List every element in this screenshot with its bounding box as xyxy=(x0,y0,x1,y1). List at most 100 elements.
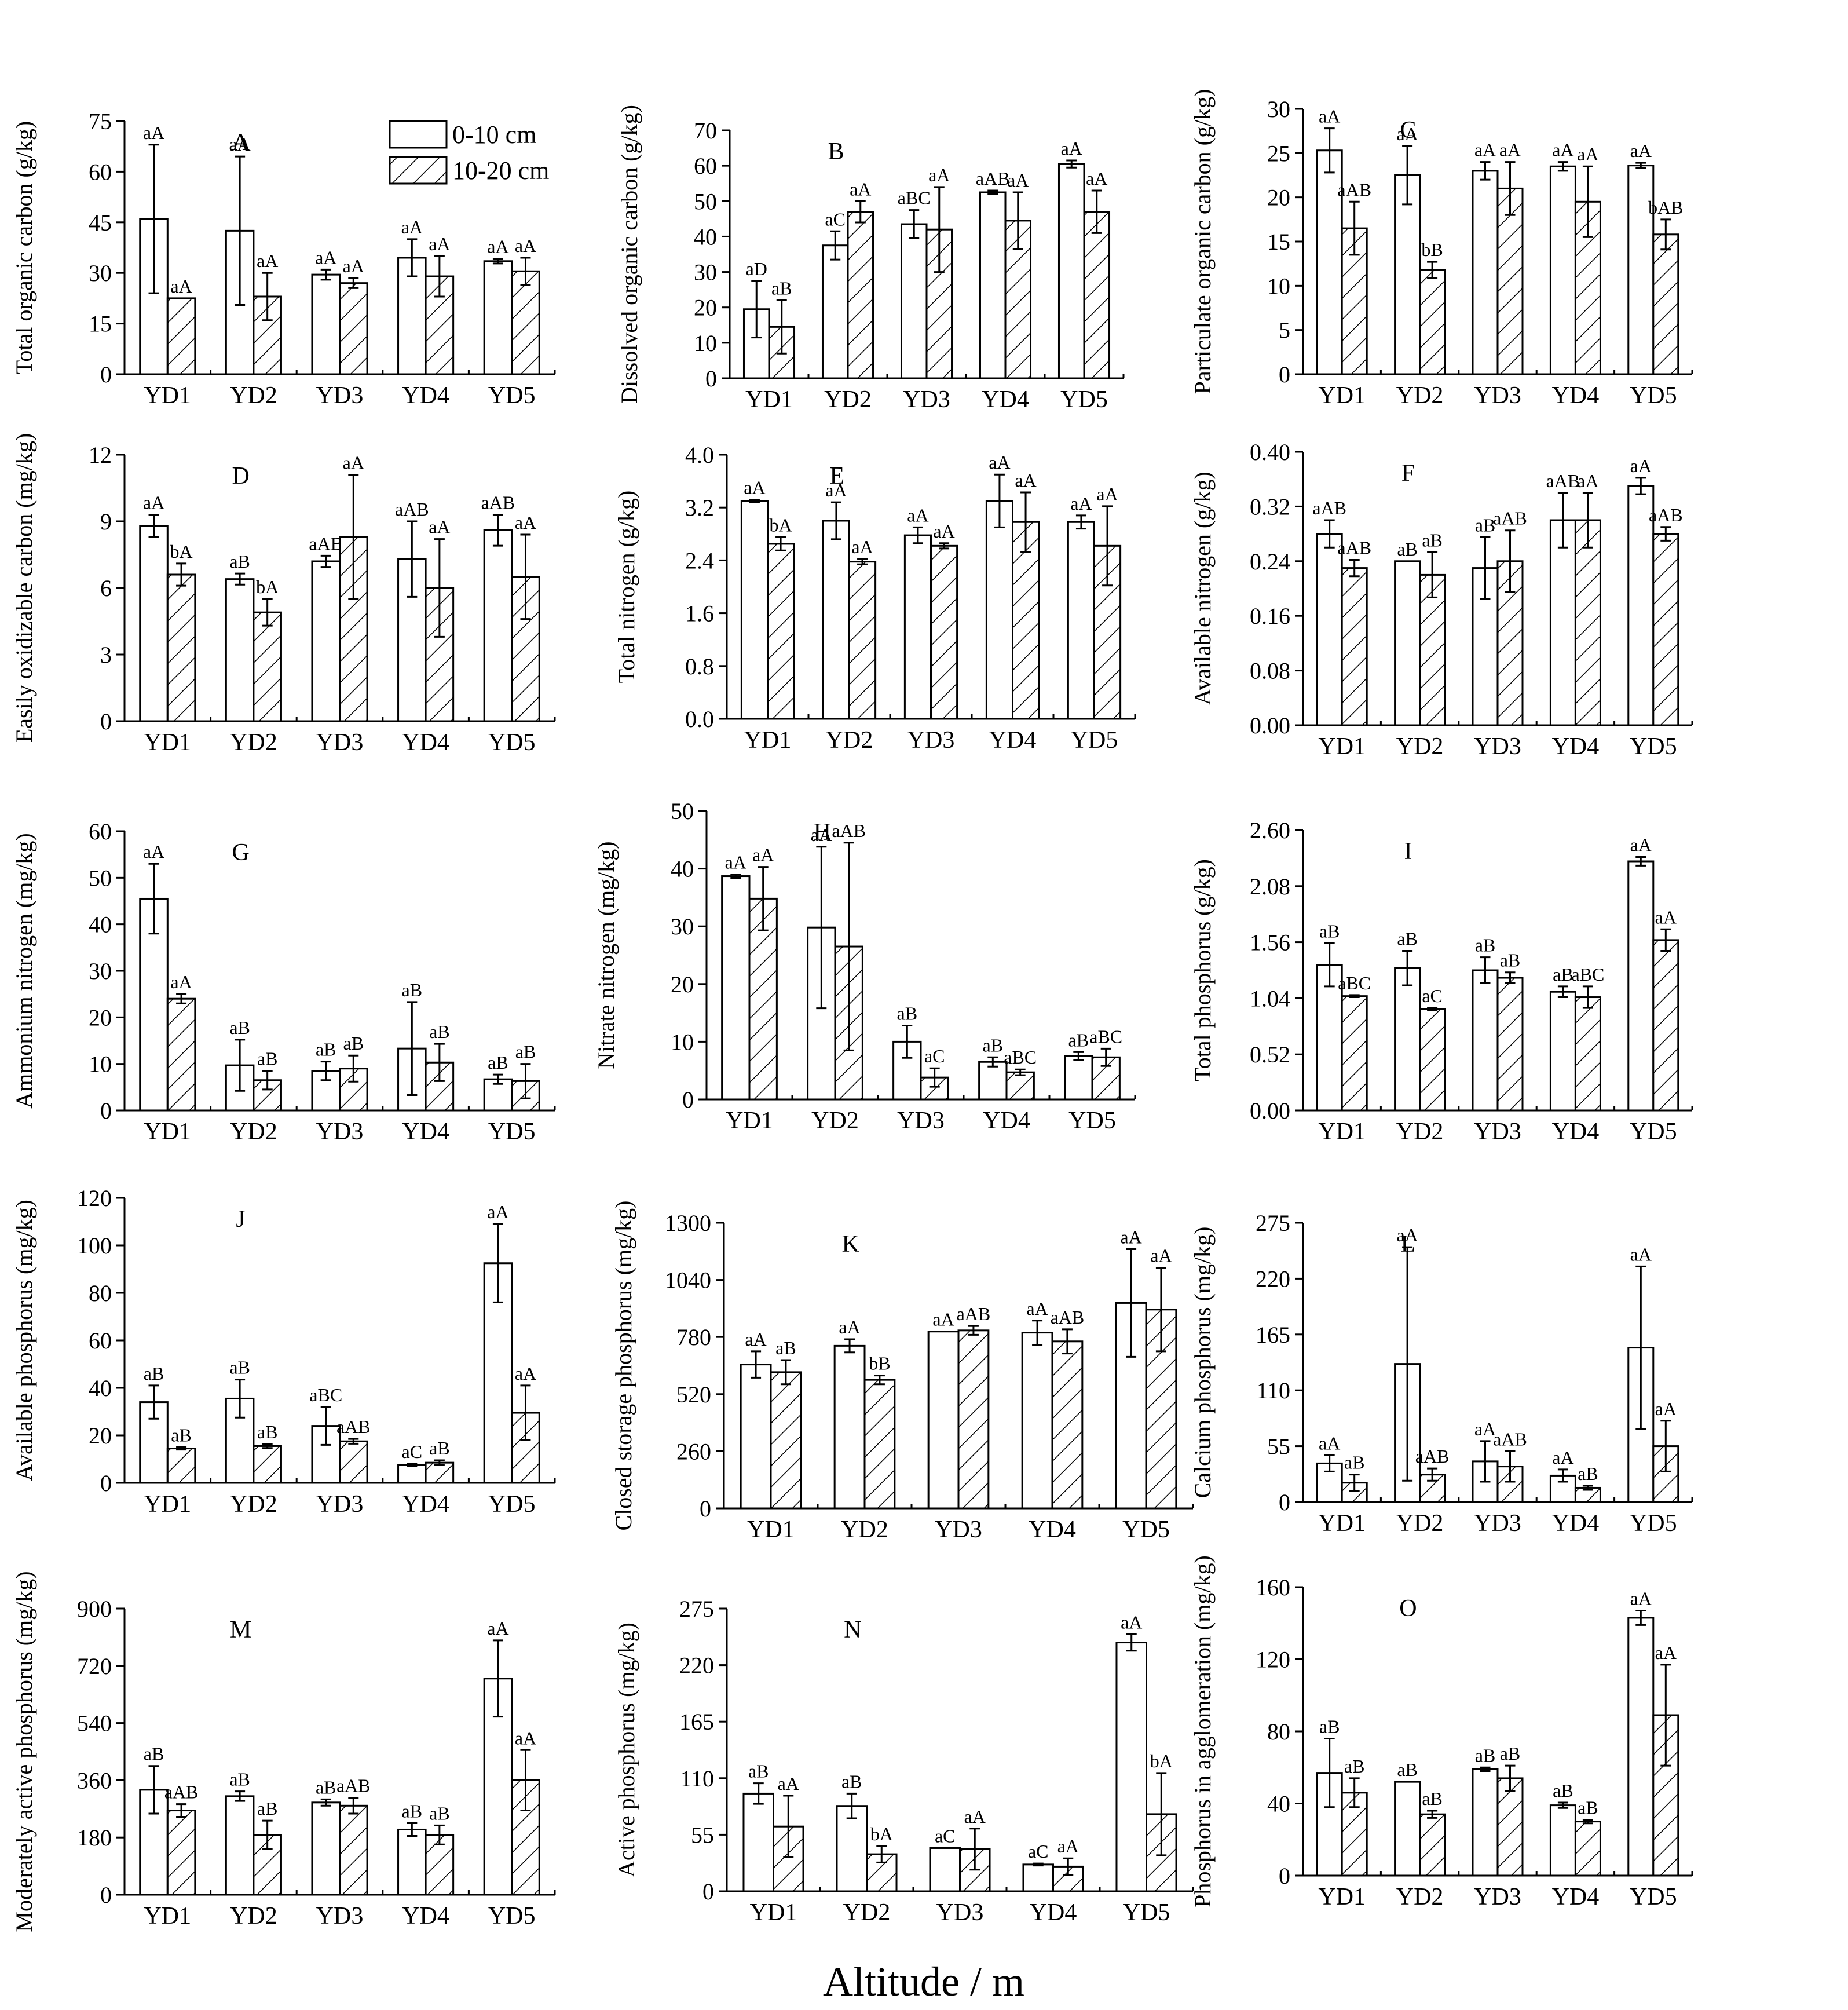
significance-label: aB xyxy=(1500,950,1521,971)
y-axis-title: Moderately active phosphorus (mg/kg) xyxy=(11,1571,37,1932)
significance-label: aB xyxy=(429,1438,450,1459)
bar-10-20cm xyxy=(166,297,196,375)
bar-10-20cm xyxy=(1574,996,1601,1112)
significance-label: aB xyxy=(1553,964,1573,985)
significance-label: aB xyxy=(429,1803,450,1823)
x-tick-label: YD3 xyxy=(1474,1119,1521,1145)
panel-letter: H xyxy=(814,819,831,846)
bar-10-20cm xyxy=(339,1440,368,1484)
panel-o: 0 40 80 120 160 Phosphorus in agglomeration (… xyxy=(1190,1555,1693,1910)
significance-label: aA xyxy=(515,1363,536,1384)
x-tick-label: YD4 xyxy=(1029,1516,1076,1543)
bar-10-20cm xyxy=(848,561,877,720)
x-tick-label: YD1 xyxy=(1318,1510,1366,1537)
x-tick-label: YD5 xyxy=(1071,727,1118,754)
y-tick-label: 165 xyxy=(679,1709,714,1735)
significance-label: aAB xyxy=(1051,1307,1085,1328)
x-tick-label: YD2 xyxy=(230,1119,277,1145)
bar-0-10cm xyxy=(1549,1474,1576,1503)
y-tick-label: 60 xyxy=(89,159,112,185)
bar-0-10cm xyxy=(225,1795,255,1896)
panel-letter: M xyxy=(230,1617,251,1643)
significance-label: aB xyxy=(1344,1756,1365,1777)
significance-label: aA xyxy=(1552,140,1573,160)
x-tick-label: YD2 xyxy=(1396,733,1444,760)
x-tick-label: YD1 xyxy=(747,1516,795,1543)
significance-label: aA xyxy=(170,276,192,297)
x-tick-label: YD4 xyxy=(1552,382,1600,409)
x-tick-label: YD4 xyxy=(402,1119,449,1145)
x-tick-label: YD4 xyxy=(989,727,1037,754)
x-tick-label: YD3 xyxy=(316,1491,364,1518)
y-tick-label: 70 xyxy=(694,118,717,144)
x-tick-label: YD5 xyxy=(488,729,536,756)
significance-label: aA xyxy=(1655,907,1677,927)
y-tick-label: 4.0 xyxy=(685,442,714,468)
significance-label: aB xyxy=(1578,1463,1598,1484)
y-tick-label: 30 xyxy=(89,260,112,286)
bar-10-20cm xyxy=(511,270,540,375)
y-tick-label: 1.56 xyxy=(1250,930,1290,956)
x-tick-label: YD3 xyxy=(1474,382,1521,409)
significance-label: aA xyxy=(1015,470,1036,491)
bar-10-20cm xyxy=(166,573,196,722)
bar-0-10cm xyxy=(927,1331,960,1510)
significance-label: aAB xyxy=(336,1416,371,1437)
bar-0-10cm xyxy=(833,1344,866,1510)
significance-label: aB xyxy=(144,1363,164,1384)
bar-0-10cm xyxy=(311,560,341,722)
y-tick-label: 0 xyxy=(100,1882,112,1908)
significance-label: aB xyxy=(775,1337,796,1358)
significance-label: aA xyxy=(343,255,364,276)
significance-label: aBC xyxy=(1089,1026,1122,1047)
significance-label: aA xyxy=(933,521,954,542)
y-tick-label: 45 xyxy=(89,210,112,236)
significance-label: aA xyxy=(487,1618,508,1639)
y-tick-label: 60 xyxy=(694,153,717,179)
significance-label: aA xyxy=(257,250,278,271)
panel-m: 0 180 360 540 720 900 Moderately active phosph… xyxy=(11,1571,556,1932)
y-tick-label: 260 xyxy=(676,1438,711,1464)
bar-10-20cm xyxy=(1005,1071,1035,1101)
significance-label: bA xyxy=(770,515,792,536)
bar-0-10cm xyxy=(822,520,851,720)
bar-0-10cm xyxy=(1627,860,1655,1112)
significance-label: aA xyxy=(315,247,336,268)
y-tick-label: 0 xyxy=(682,1087,694,1113)
y-tick-label: 30 xyxy=(694,260,717,286)
significance-label: aA xyxy=(1630,455,1652,476)
x-tick-label: YD5 xyxy=(1630,1510,1677,1537)
x-tick-label: YD2 xyxy=(1396,382,1444,409)
y-tick-label: 80 xyxy=(1267,1719,1290,1745)
bar-10-20cm xyxy=(1341,995,1368,1112)
x-tick-label: YD5 xyxy=(1630,733,1677,760)
bar-10-20cm xyxy=(253,1445,282,1484)
significance-label: aB xyxy=(771,277,792,298)
bar-10-20cm xyxy=(930,544,958,720)
y-tick-label: 0 xyxy=(1279,1863,1290,1889)
significance-label: aC xyxy=(825,209,846,229)
significance-label: aB xyxy=(316,1039,336,1060)
y-tick-label: 110 xyxy=(1256,1377,1290,1404)
significance-label: aB xyxy=(316,1777,336,1797)
y-tick-label: 360 xyxy=(77,1767,112,1793)
significance-label: aB xyxy=(257,1048,278,1069)
y-tick-label: 10 xyxy=(1267,273,1290,299)
panel-letter: J xyxy=(236,1206,245,1233)
panel-e: 0.0 0.8 1.6 2.4 3.2 4.0 Total nitrogen (g/kg) E… xyxy=(613,442,1136,754)
bar-10-20cm xyxy=(748,897,778,1101)
panel-letter: B xyxy=(828,138,844,165)
significance-label: aA xyxy=(1319,106,1340,127)
significance-label: aAB xyxy=(832,820,866,841)
y-tick-label: 1040 xyxy=(665,1267,711,1293)
y-tick-label: 0 xyxy=(700,1496,711,1522)
bar-10-20cm xyxy=(1419,1813,1446,1877)
y-tick-label: 10 xyxy=(671,1029,694,1055)
y-tick-label: 160 xyxy=(1256,1574,1290,1600)
x-tick-label: YD4 xyxy=(402,382,449,409)
x-tick-label: YD4 xyxy=(402,729,449,756)
panel-b: 0 10 20 30 40 50 60 70 Dissolved organic carbon … xyxy=(616,105,1125,413)
significance-label: aB xyxy=(402,980,423,1000)
significance-label: aA xyxy=(1630,1588,1652,1609)
y-tick-label: 60 xyxy=(89,1328,112,1354)
